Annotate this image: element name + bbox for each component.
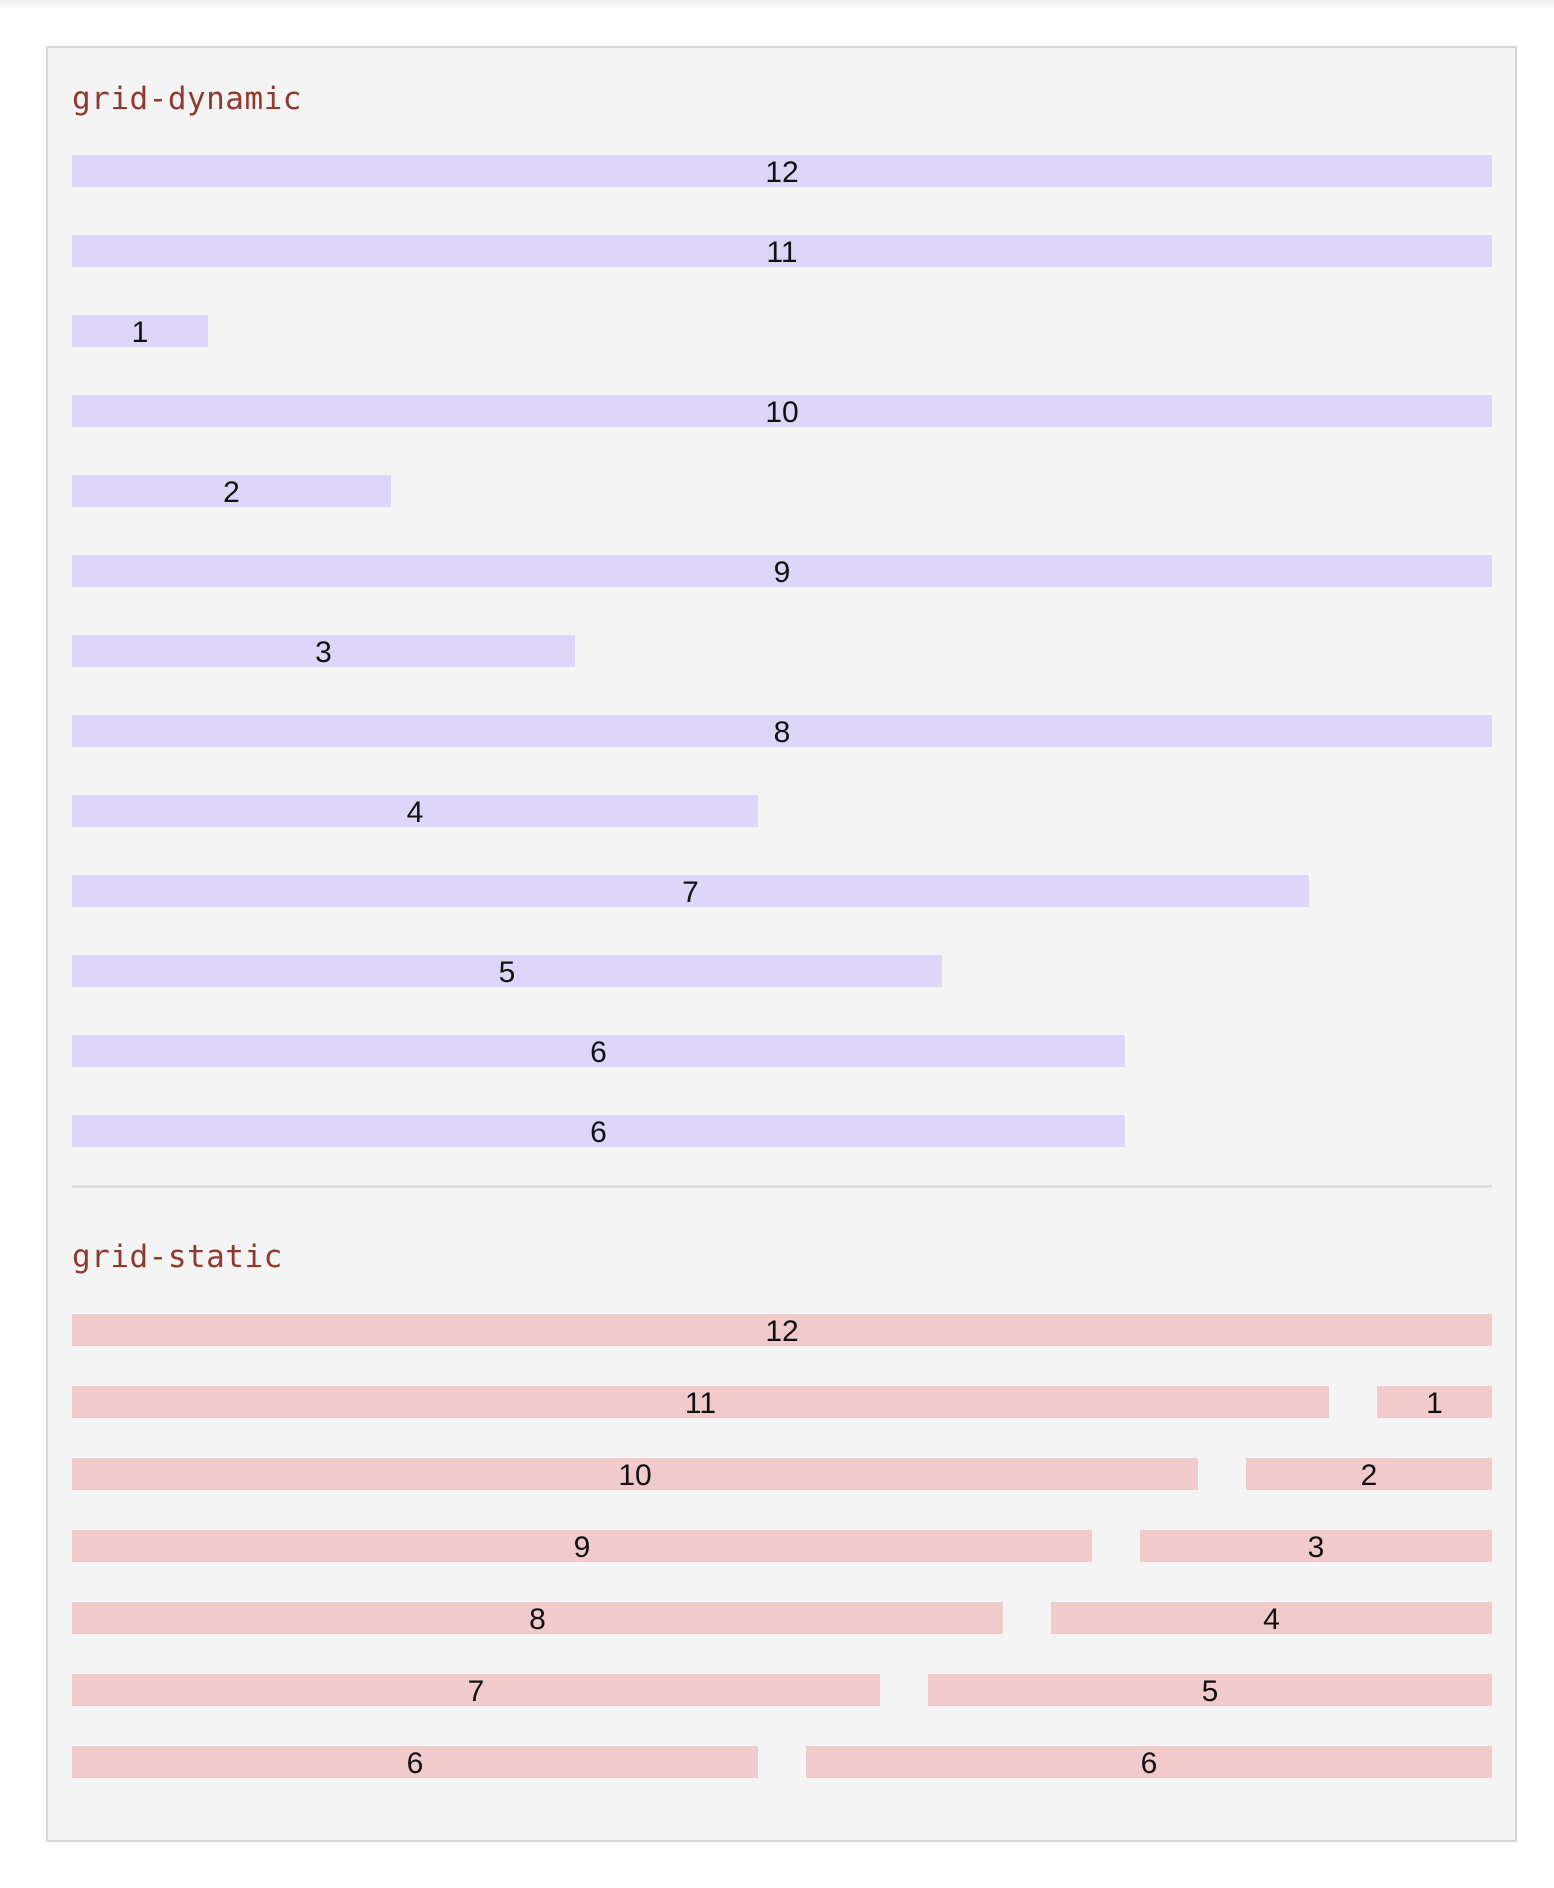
grid-cell: 12 [72, 155, 1492, 189]
grid-cell: 2 [72, 475, 391, 509]
grid-cell: 9 [72, 1530, 1092, 1564]
grid-cell: 4 [72, 795, 758, 829]
grid-cell: 6 [72, 1746, 758, 1780]
top-shadow [0, 0, 1554, 10]
grid-demo-panel [46, 46, 1517, 1842]
grid-cell: 1 [1377, 1386, 1492, 1420]
grid-cell-label: 10 [618, 1459, 652, 1492]
grid-cell: 2 [1246, 1458, 1492, 1492]
grid-cell-label: 1 [1426, 1387, 1443, 1420]
grid-cell-label: 10 [765, 396, 799, 429]
grid-cell-label: 12 [765, 1315, 799, 1348]
grid-cell: 10 [72, 1458, 1198, 1492]
grid-cell: 7 [72, 1674, 880, 1708]
grid-cell-label: 5 [498, 956, 516, 989]
grid-cell: 5 [928, 1674, 1492, 1708]
grid-cell-label: 7 [467, 1675, 485, 1708]
grid-cell: 11 [72, 1386, 1329, 1420]
section-label-static: grid-static [72, 1239, 283, 1275]
grid-cell-label: 8 [529, 1603, 546, 1636]
section-divider [72, 1185, 1492, 1188]
grid-cell: 8 [72, 715, 1492, 749]
grid-cell: 6 [72, 1115, 1125, 1149]
grid-cell-label: 9 [773, 556, 791, 589]
grid-cell: 7 [72, 875, 1309, 909]
grid-cell-label: 1 [131, 316, 149, 349]
grid-cell-label: 2 [1360, 1459, 1378, 1492]
grid-cell-label: 6 [406, 1747, 424, 1780]
grid-cell-label: 2 [223, 476, 240, 509]
section-label-dynamic: grid-dynamic [72, 81, 302, 117]
grid-cell-label: 8 [773, 716, 791, 749]
grid-cell-label: 4 [406, 796, 424, 829]
grid-cell: 3 [72, 635, 575, 669]
grid-cell-label: 9 [573, 1531, 591, 1564]
grid-cell: 3 [1140, 1530, 1492, 1564]
grid-cell-label: 6 [590, 1116, 607, 1149]
grid-cell: 6 [72, 1035, 1125, 1069]
grid-cell-label: 3 [315, 636, 332, 669]
grid-cell-label: 6 [1140, 1747, 1158, 1780]
grid-cell-label: 11 [684, 1387, 717, 1420]
grid-cell: 6 [806, 1746, 1492, 1780]
grid-cell: 12 [72, 1314, 1492, 1348]
grid-cell-label: 4 [1263, 1603, 1280, 1636]
grid-cell: 10 [72, 395, 1492, 429]
grid-cell-label: 12 [765, 156, 799, 189]
grid-cell-label: 3 [1307, 1531, 1325, 1564]
grid-cell: 1 [72, 315, 208, 349]
grid-cell-label: 5 [1201, 1675, 1219, 1708]
grid-cell: 5 [72, 955, 942, 989]
grid-cell-label: 7 [682, 876, 699, 909]
grid-cell: 4 [1051, 1602, 1492, 1636]
grid-cell: 11 [72, 235, 1492, 269]
grid-cell: 9 [72, 555, 1492, 589]
grid-cell-label: 6 [590, 1036, 607, 1069]
grid-cell-label: 11 [766, 236, 798, 269]
grid-cell: 8 [72, 1602, 1003, 1636]
